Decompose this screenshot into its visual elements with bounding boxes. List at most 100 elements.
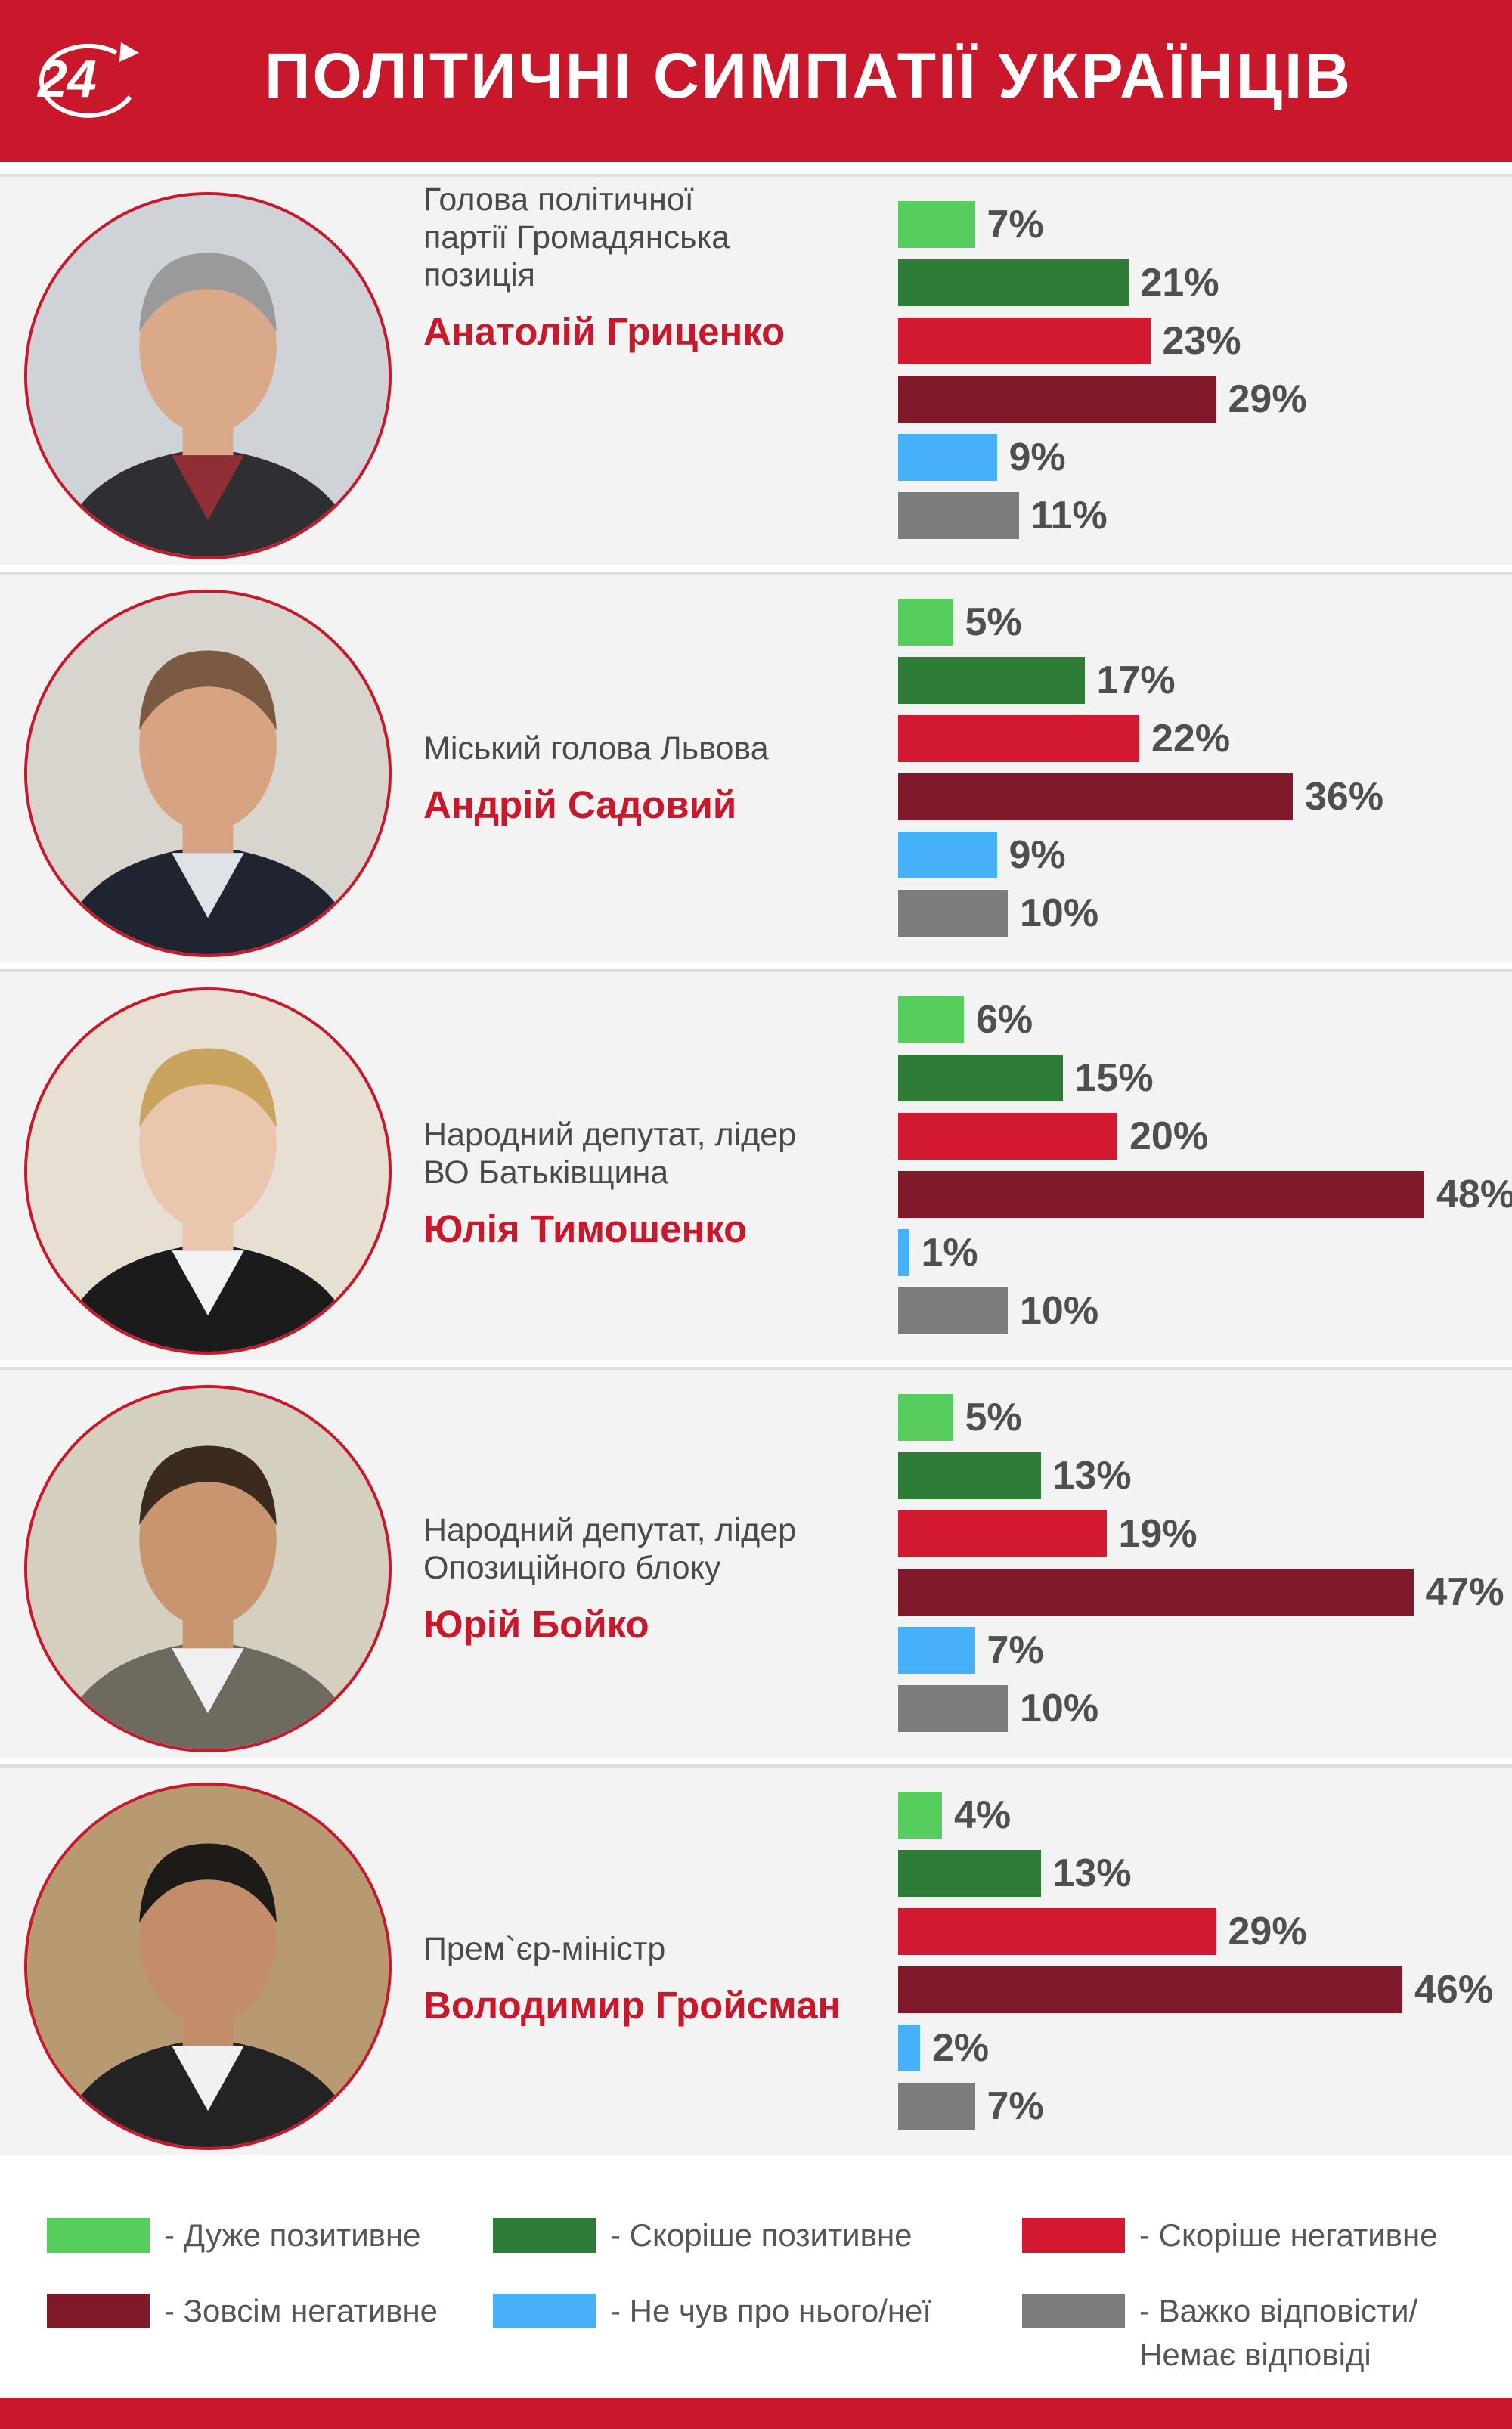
data-label: 15% — [1074, 1056, 1154, 1100]
bar-group: 5% 17% 22% 36% 9% 10% — [898, 599, 1503, 954]
bar-group: 7% 21% 23% 29% 9% 11% — [898, 201, 1503, 556]
data-label: 9% — [1009, 833, 1066, 877]
politician-role: Міський голова Львова — [423, 730, 877, 767]
data-label: 1% — [921, 1231, 978, 1275]
bar — [898, 715, 1139, 762]
chart-legend: - Дуже позитивне - Скоріше позитивне - Ско… — [0, 2185, 1512, 2389]
bar — [898, 376, 1216, 423]
data-label: 10% — [1020, 1687, 1099, 1730]
footer-bar — [0, 2398, 1512, 2429]
bar — [898, 773, 1293, 820]
role-line: партії Громадянська — [423, 219, 730, 256]
legend-swatch — [47, 2294, 150, 2328]
politician-role: Народний депутат, лідер Опозиційного блок… — [423, 1511, 877, 1587]
legend-swatch — [47, 2218, 150, 2253]
portrait-photo-boiko — [27, 1388, 389, 1749]
bar — [898, 599, 953, 646]
portrait-photo — [24, 192, 392, 559]
data-label: 4% — [954, 1793, 1012, 1837]
bar — [898, 259, 1129, 306]
role-line: Опозиційного блоку — [423, 1550, 721, 1586]
data-label: 7% — [987, 1628, 1044, 1672]
role-line: Народний депутат, лідер — [423, 1117, 797, 1153]
role-line: ВО Батьківщина — [423, 1154, 669, 1191]
role-line: Народний депутат, лідер — [423, 1512, 797, 1548]
bar — [898, 2083, 975, 2130]
data-label: 10% — [1020, 891, 1099, 935]
data-label: 36% — [1305, 775, 1384, 819]
bar — [898, 890, 1008, 937]
legend-label: - Не чув про нього/неї — [610, 2289, 931, 2333]
portrait-photo-sadovyi — [27, 593, 389, 954]
bar — [898, 434, 997, 481]
bar — [898, 996, 964, 1043]
page-title: ПОЛІТИЧНІ СИМПАТІЇ УКРАЇНЦІВ — [265, 40, 1352, 111]
legend-label-line: - Скоріше позитивне — [610, 2217, 912, 2253]
data-label: 47% — [1425, 1570, 1504, 1614]
legend-label: - Дуже позитивне — [164, 2214, 421, 2257]
politician-card: Народний депутат, лідер ВО Батьківщина Юлі… — [0, 969, 1512, 1360]
legend-swatch — [493, 2294, 596, 2328]
legend-label-line: - Зовсім негативне — [164, 2293, 438, 2328]
data-label: 7% — [987, 2084, 1044, 2128]
politician-name: Володимир Гройсман — [423, 1984, 841, 2027]
portrait-photo — [24, 1385, 392, 1752]
data-label: 48% — [1436, 1173, 1512, 1216]
legend-label-line: - Скоріше негативне — [1139, 2217, 1438, 2253]
bar — [898, 1685, 1008, 1732]
data-label: 7% — [987, 203, 1044, 246]
data-label: 13% — [1052, 1454, 1132, 1498]
data-label: 11% — [1030, 494, 1108, 538]
portrait-photo — [24, 590, 392, 957]
data-label: 13% — [1052, 1851, 1132, 1895]
data-label: 5% — [965, 1396, 1022, 1439]
politician-role: Прем`єр-міністр — [423, 1930, 877, 1968]
bar — [898, 657, 1085, 704]
bar — [898, 1113, 1117, 1160]
legend-swatch — [1022, 2294, 1125, 2328]
bar — [898, 1452, 1041, 1499]
bar — [898, 201, 975, 248]
bar-group: 4% 13% 29% 46% 2% 7% — [898, 1792, 1503, 2147]
data-label: 2% — [932, 2026, 990, 2070]
legend-label-line: Немає відповіді — [1139, 2337, 1371, 2372]
legend-swatch — [493, 2218, 596, 2253]
data-label: 22% — [1151, 717, 1231, 761]
role-line: Прем`єр-міністр — [423, 1931, 666, 1967]
legend-label: - Скоріше позитивне — [610, 2214, 912, 2257]
data-label: 19% — [1118, 1512, 1198, 1556]
data-label: 17% — [1096, 658, 1176, 702]
bar — [898, 1908, 1216, 1955]
data-label: 10% — [1020, 1289, 1099, 1333]
legend-label-line: - Важко відповісти/ — [1139, 2293, 1418, 2328]
data-label: 6% — [976, 998, 1033, 1042]
bar — [898, 1966, 1402, 2013]
legend-swatch — [1022, 2218, 1125, 2253]
role-line: Голова політичної — [423, 181, 694, 218]
legend-label: - Важко відповісти/Немає відповіді — [1139, 2289, 1418, 2377]
data-label: 20% — [1129, 1114, 1209, 1158]
politician-name: Андрій Садовий — [423, 783, 737, 826]
data-label: 21% — [1140, 261, 1219, 305]
legend-label-line: - Дуже позитивне — [164, 2217, 421, 2253]
portrait-photo — [24, 1783, 392, 2150]
data-label: 9% — [1009, 435, 1066, 479]
data-label: 46% — [1414, 1968, 1494, 2012]
bar — [898, 1792, 942, 1839]
data-label: 29% — [1228, 377, 1307, 421]
data-label: 29% — [1228, 1910, 1307, 1953]
bar — [898, 1055, 1063, 1101]
politician-card: Народний депутат, лідер Опозиційного блок… — [0, 1367, 1512, 1758]
bar — [898, 1229, 909, 1276]
politician-role: Народний депутат, лідер ВО Батьківщина — [423, 1116, 877, 1191]
portrait-photo-tymoshenko — [27, 990, 389, 1352]
role-line: позиція — [423, 257, 535, 293]
legend-label-line: - Не чув про нього/неї — [610, 2293, 932, 2328]
politician-card: Прем`єр-міністр Володимир Гройсман 4% 13% 29… — [0, 1764, 1512, 2155]
bar-group: 5% 13% 19% 47% 7% 10% — [898, 1394, 1504, 1749]
data-label: 5% — [965, 600, 1022, 644]
politician-name: Юлія Тимошенко — [423, 1207, 748, 1250]
bar — [898, 1569, 1414, 1616]
politician-card: Голова політичної партії Громадянська пози… — [0, 174, 1512, 565]
bar — [898, 1394, 953, 1441]
